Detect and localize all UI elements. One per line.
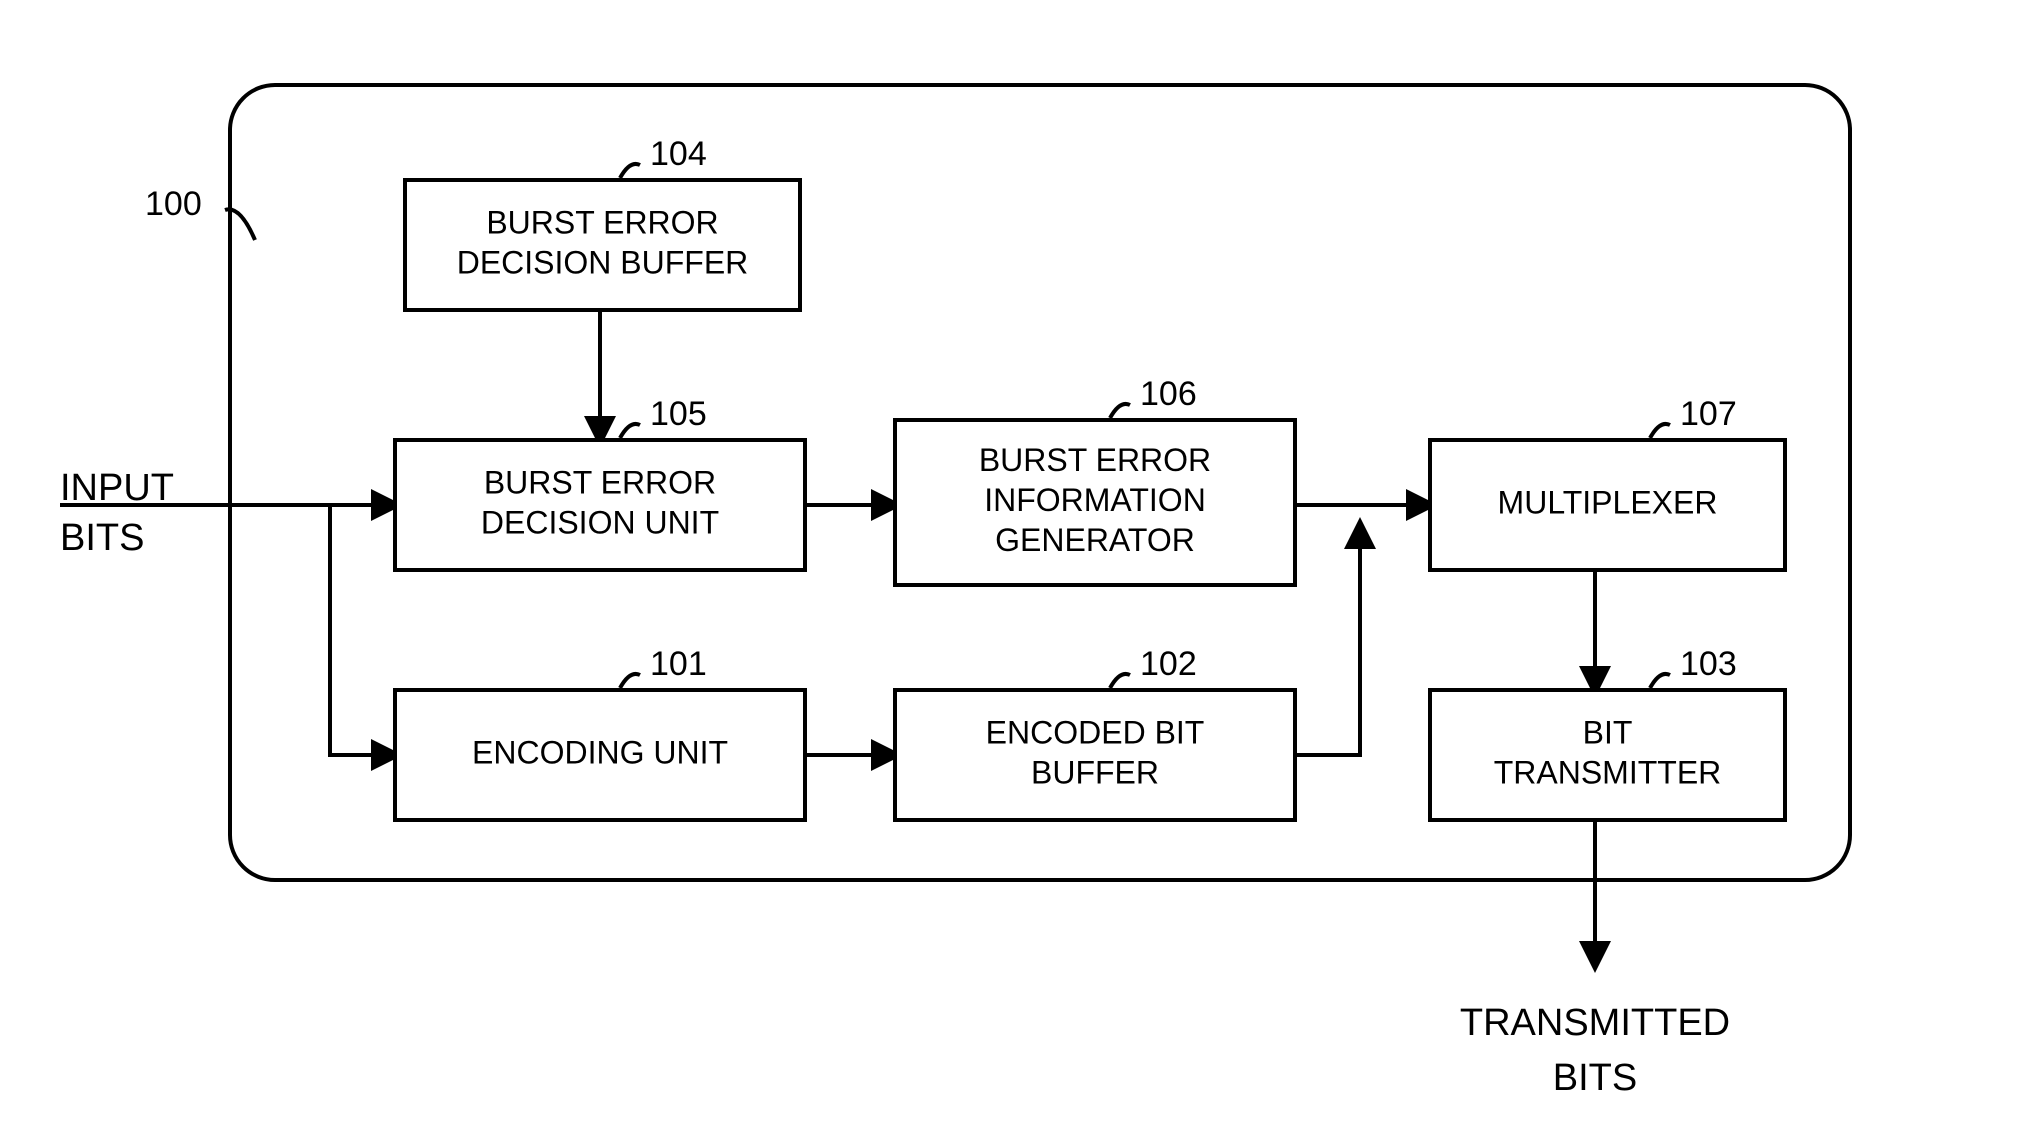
block-106: BURST ERROR INFORMATION GENERATOR (895, 420, 1295, 585)
block-102: ENCODED BIT BUFFER (895, 690, 1295, 820)
ref-100: 100 (145, 185, 255, 240)
nodes: BURST ERROR DECISION BUFFER BURST ERROR DEC… (395, 180, 1785, 820)
ref-103: 103 (1650, 645, 1737, 688)
block-label: INFORMATION (984, 482, 1206, 518)
svg-text:107: 107 (1680, 395, 1737, 433)
block-label: BUFFER (1031, 754, 1159, 790)
ref-102: 102 (1110, 645, 1197, 688)
svg-text:106: 106 (1140, 375, 1197, 413)
ref-106: 106 (1110, 375, 1197, 418)
block-label: GENERATOR (995, 522, 1195, 558)
block-label: BURST ERROR (486, 204, 718, 240)
output-label: BITS (1553, 1057, 1637, 1099)
block-label: DECISION UNIT (481, 504, 719, 540)
block-label: DECISION BUFFER (457, 244, 749, 280)
svg-text:103: 103 (1680, 645, 1737, 683)
block-label: BURST ERROR (979, 442, 1211, 478)
ref-107: 107 (1650, 395, 1737, 438)
output-label: TRANSMITTED (1460, 1002, 1730, 1044)
edge-1 (330, 505, 395, 755)
ref-101: 101 (620, 645, 707, 688)
block-label: TRANSMITTER (1494, 754, 1722, 790)
svg-text:100: 100 (145, 185, 202, 223)
block-label: MULTIPLEXER (1498, 484, 1718, 520)
ref-labels: 100 104 105 106 107 101 102 103 (145, 135, 1737, 688)
block-label: BURST ERROR (484, 464, 716, 500)
edges (60, 310, 1595, 965)
ref-104: 104 (620, 135, 707, 178)
input-label: BITS (60, 517, 144, 559)
block-103: BIT TRANSMITTER (1430, 690, 1785, 820)
svg-text:105: 105 (650, 395, 707, 433)
block-label: ENCODED BIT (986, 714, 1205, 750)
edge-6 (1295, 525, 1360, 755)
block-label: BIT (1583, 714, 1633, 750)
block-diagram: BURST ERROR DECISION BUFFER BURST ERROR DEC… (0, 0, 2027, 1133)
ref-105: 105 (620, 395, 707, 438)
block-label: ENCODING UNIT (472, 734, 728, 770)
block-101: ENCODING UNIT (395, 690, 805, 820)
svg-text:104: 104 (650, 135, 707, 173)
svg-text:101: 101 (650, 645, 707, 683)
block-104: BURST ERROR DECISION BUFFER (405, 180, 800, 310)
block-105: BURST ERROR DECISION UNIT (395, 440, 805, 570)
svg-text:102: 102 (1140, 645, 1197, 683)
block-107: MULTIPLEXER (1430, 440, 1785, 570)
input-label: INPUT (60, 467, 174, 509)
